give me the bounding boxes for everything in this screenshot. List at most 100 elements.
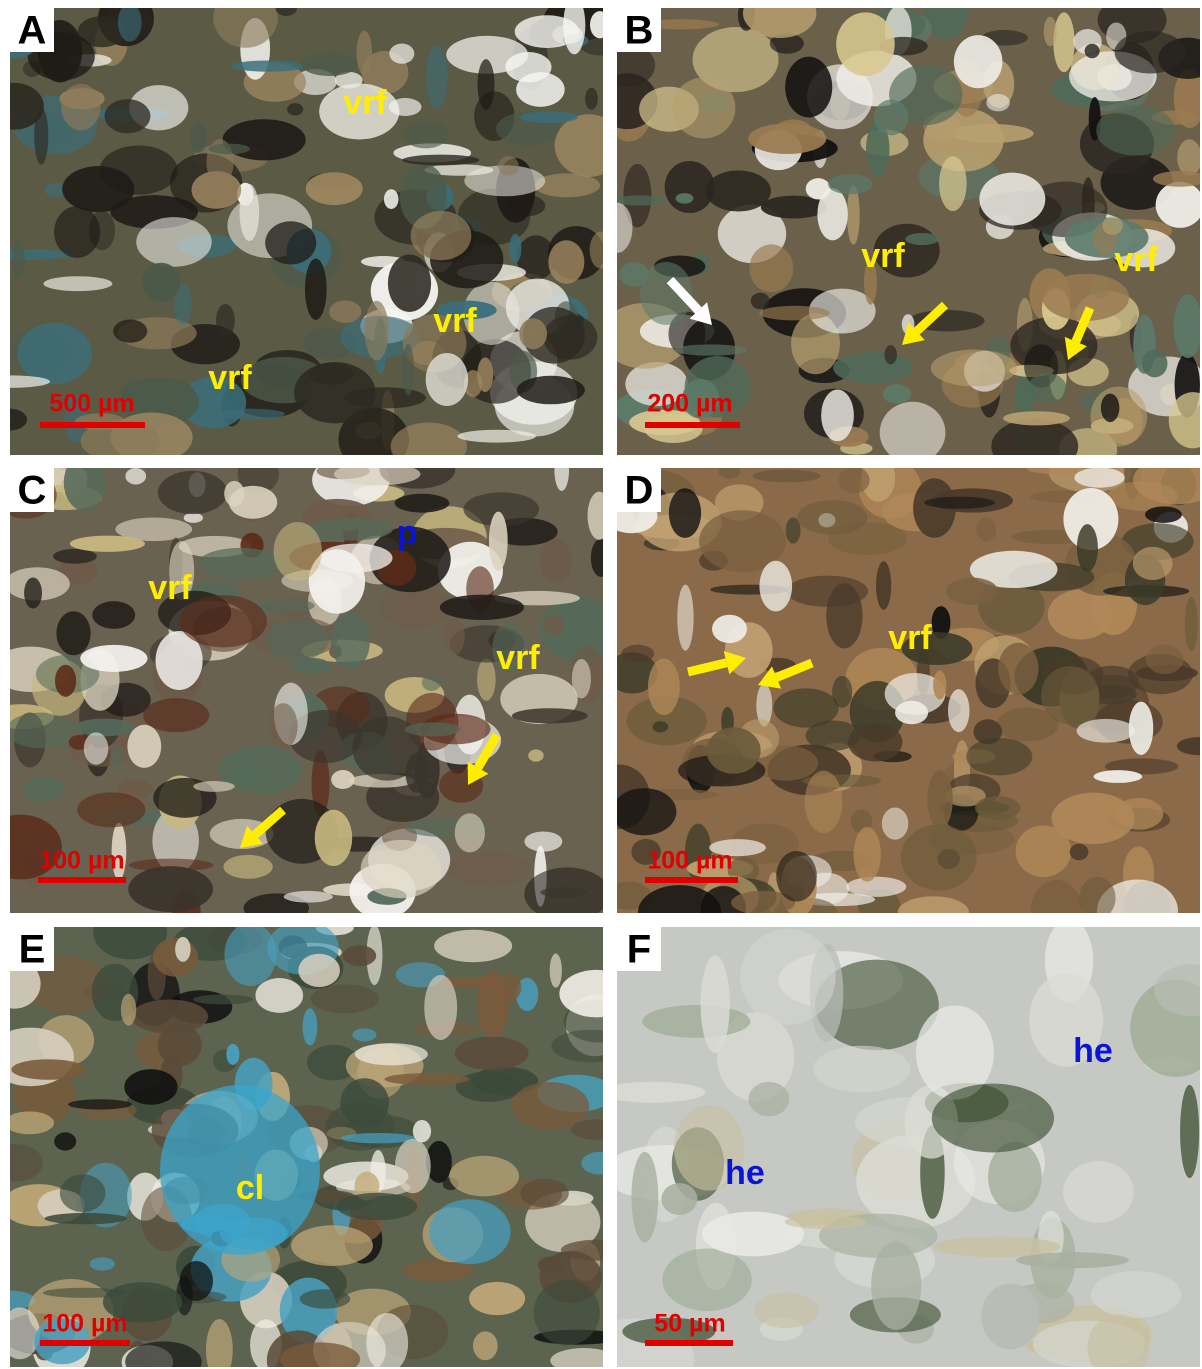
- grain: [785, 1215, 866, 1229]
- grain: [329, 300, 361, 322]
- grain: [56, 611, 90, 655]
- grain: [946, 578, 998, 605]
- grain: [301, 53, 357, 77]
- grain: [276, 1, 297, 16]
- grain: [661, 1183, 697, 1215]
- grain: [175, 937, 190, 962]
- grain: [365, 301, 389, 361]
- grain: [352, 1028, 376, 1041]
- grain: [294, 362, 376, 423]
- grain: [266, 619, 329, 661]
- grain: [1028, 373, 1067, 403]
- grain: [443, 618, 464, 655]
- grain: [927, 770, 952, 829]
- grain: [509, 234, 521, 263]
- grain: [74, 718, 135, 736]
- mineral-label: vrf: [496, 639, 540, 677]
- grain: [612, 788, 676, 835]
- grain: [291, 1225, 373, 1266]
- grain: [676, 193, 694, 204]
- grain: [1142, 350, 1168, 378]
- grain: [455, 813, 485, 852]
- grain: [216, 304, 235, 337]
- grain: [384, 189, 399, 209]
- grain: [702, 1212, 804, 1257]
- scale-bar: [38, 877, 126, 883]
- grain: [54, 1132, 76, 1150]
- grain: [813, 1046, 910, 1093]
- grain: [846, 877, 906, 897]
- grain: [153, 938, 198, 977]
- grain: [24, 577, 42, 608]
- grain: [11, 1059, 86, 1079]
- grain: [142, 263, 181, 302]
- grain: [305, 258, 327, 319]
- panel: Fhehe50 µm: [574, 919, 1202, 1369]
- grain: [662, 1249, 751, 1312]
- scale-bar-label: 100 µm: [647, 847, 732, 875]
- grain: [395, 1139, 431, 1193]
- grain: [80, 645, 147, 672]
- grain: [550, 953, 562, 987]
- grain: [90, 1257, 115, 1270]
- grain: [498, 156, 519, 176]
- grain: [208, 144, 250, 155]
- mineral-label: p: [397, 514, 418, 552]
- grain: [832, 676, 852, 708]
- scale-bar-label: 100 µm: [39, 847, 124, 875]
- grain: [13, 239, 25, 278]
- scale-bar: [40, 422, 145, 428]
- grain: [456, 1071, 522, 1102]
- grain: [189, 122, 207, 153]
- grain: [337, 1193, 417, 1221]
- grain: [84, 732, 108, 764]
- grain: [124, 1069, 177, 1105]
- mineral-label: vrf: [208, 359, 252, 397]
- grain: [1003, 411, 1070, 425]
- panel-letter: B: [625, 9, 654, 53]
- scale-bar: [40, 1340, 130, 1346]
- grain: [125, 468, 146, 485]
- mineral-label: vrf: [888, 619, 932, 657]
- grain: [817, 188, 847, 240]
- mineral-label: vrf: [148, 569, 192, 607]
- grain: [931, 350, 1017, 387]
- grain: [45, 1213, 127, 1224]
- mineral-label: he: [725, 1154, 765, 1192]
- grain: [395, 494, 450, 513]
- grain: [499, 974, 521, 1001]
- grain: [54, 206, 100, 258]
- grain: [588, 492, 611, 540]
- grain: [121, 994, 136, 1026]
- grain: [1156, 182, 1202, 228]
- grain: [469, 1282, 525, 1315]
- grain: [24, 777, 65, 802]
- grain: [581, 1152, 619, 1175]
- grain: [621, 645, 654, 663]
- grain: [389, 98, 422, 116]
- grain: [231, 61, 306, 72]
- grain: [905, 233, 939, 245]
- panel-letter: D: [625, 469, 654, 513]
- grain: [648, 659, 680, 716]
- scale-bar-label: 50 µm: [654, 1310, 725, 1338]
- grain: [602, 203, 633, 253]
- grain: [998, 643, 1038, 695]
- grain: [455, 1037, 529, 1071]
- panel-letter: A: [18, 9, 47, 53]
- grain: [797, 500, 867, 534]
- grain: [1063, 1161, 1134, 1223]
- grain: [43, 276, 112, 291]
- grain: [391, 422, 467, 470]
- grain: [64, 454, 106, 511]
- grain: [265, 221, 316, 264]
- grain: [193, 994, 253, 1004]
- grain: [402, 344, 414, 395]
- grain: [672, 77, 735, 138]
- grain: [505, 52, 551, 82]
- grain: [895, 701, 928, 724]
- grain: [0, 1308, 40, 1360]
- mineral-label: cl: [236, 1169, 264, 1207]
- grain: [255, 978, 303, 1013]
- grain: [631, 1152, 658, 1242]
